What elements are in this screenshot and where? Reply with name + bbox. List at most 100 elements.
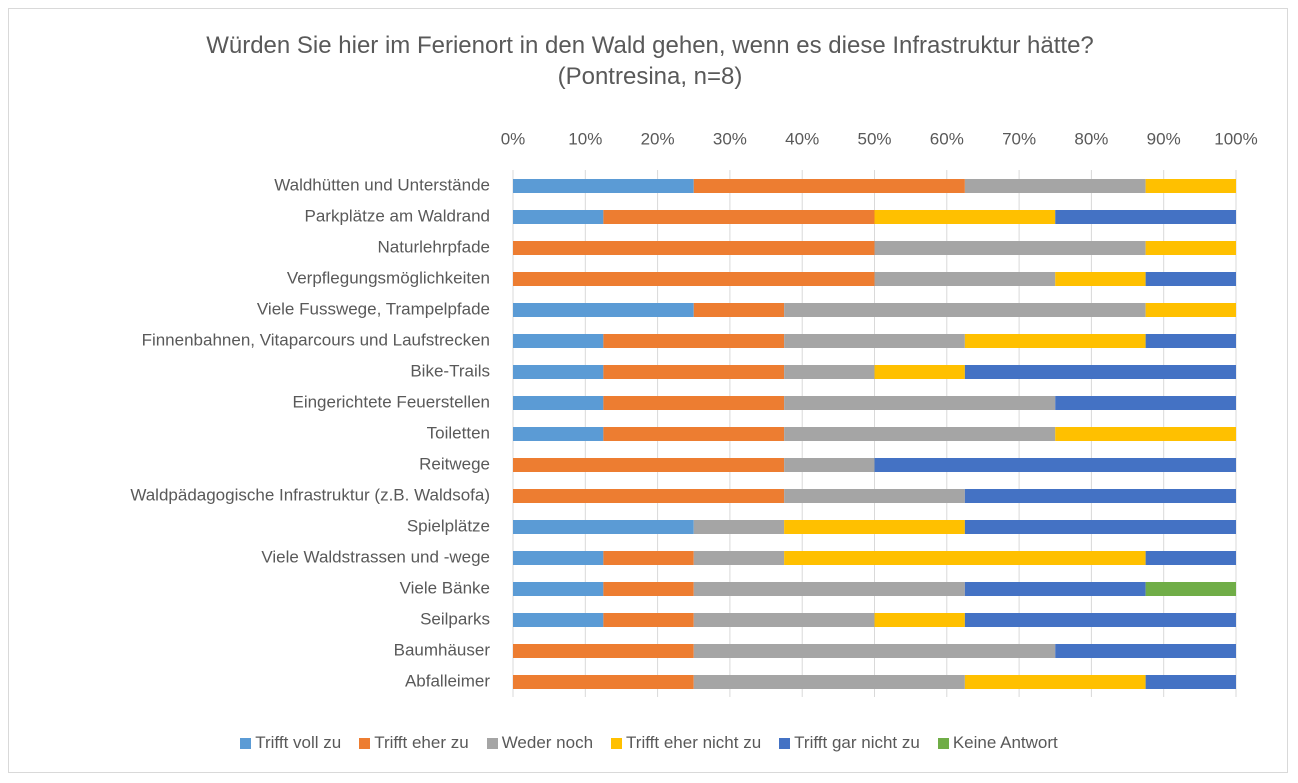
- bar-segment: [784, 303, 1146, 317]
- legend-item: Keine Antwort: [937, 733, 1058, 753]
- bar-segment: [784, 396, 1056, 410]
- bar-segment: [693, 551, 785, 565]
- bar-segment: [693, 675, 965, 689]
- y-tick-label: Viele Waldstrassen und -wege: [261, 547, 490, 566]
- bar-segment: [513, 427, 604, 441]
- bar-segment: [1055, 644, 1236, 658]
- bar-segment: [1055, 396, 1236, 410]
- bar-segment: [693, 644, 1056, 658]
- bar-segment: [1145, 179, 1236, 193]
- bar-segment: [693, 179, 965, 193]
- bar-segment: [513, 520, 694, 534]
- bar-segment: [513, 551, 604, 565]
- bar-segment: [513, 613, 604, 627]
- bar-segment: [964, 489, 1236, 503]
- bar-segment: [1145, 303, 1236, 317]
- bar-segment: [1145, 675, 1236, 689]
- x-tick-label: 70%: [1002, 129, 1036, 148]
- y-tick-label: Abfalleimer: [405, 671, 490, 690]
- legend-item: Weder noch: [486, 733, 594, 753]
- bar-segment: [513, 334, 604, 348]
- bar-segment: [1145, 582, 1236, 596]
- legend-label: Trifft eher nicht zu: [626, 733, 762, 752]
- legend-swatch: [486, 737, 498, 749]
- bar-segment: [784, 334, 965, 348]
- y-tick-label: Verpflegungsmöglichkeiten: [287, 268, 490, 287]
- bar-segment: [1055, 210, 1236, 224]
- bar-segment: [1055, 272, 1146, 286]
- bar-segment: [513, 241, 875, 255]
- bar-segment: [1145, 334, 1236, 348]
- bar-segment: [784, 551, 1146, 565]
- legend-item: Trifft voll zu: [240, 733, 341, 753]
- bar-segment: [874, 365, 965, 379]
- legend-label: Trifft gar nicht zu: [794, 733, 920, 752]
- bar-segment: [874, 210, 1056, 224]
- legend-label: Weder noch: [501, 733, 594, 752]
- bar-segment: [513, 272, 875, 286]
- bar-segment: [513, 582, 604, 596]
- legend-swatch: [779, 737, 791, 749]
- y-tick-label: Parkplätze am Waldrand: [304, 206, 490, 225]
- x-tick-label: 50%: [857, 129, 891, 148]
- bar-segment: [603, 582, 694, 596]
- x-tick-label: 60%: [930, 129, 964, 148]
- y-tick-label: Waldhütten und Unterstände: [274, 175, 490, 194]
- bar-segment: [964, 520, 1236, 534]
- legend-item: Trifft eher nicht zu: [611, 733, 761, 753]
- bar-segment: [1145, 272, 1236, 286]
- bar-segment: [513, 644, 694, 658]
- legend: Trifft voll zu Trifft eher zu Weder noch Tr…: [0, 733, 1298, 753]
- bar-segment: [964, 334, 1146, 348]
- y-tick-label: Bike-Trails: [410, 361, 490, 380]
- bar-segment: [964, 179, 1146, 193]
- y-tick-label: Baumhäuser: [394, 640, 491, 659]
- y-tick-label: Naturlehrpfade: [378, 237, 490, 256]
- y-tick-label: Viele Bänke: [400, 578, 490, 597]
- bar-segment: [693, 582, 965, 596]
- bar-segment: [513, 303, 694, 317]
- legend-item: Trifft gar nicht zu: [779, 733, 920, 753]
- bar-segment: [784, 427, 1056, 441]
- y-tick-label: Toiletten: [427, 423, 490, 442]
- x-tick-label: 20%: [641, 129, 675, 148]
- bar-segment: [784, 520, 965, 534]
- bar-segment: [603, 613, 694, 627]
- x-tick-label: 80%: [1074, 129, 1108, 148]
- bar-segment: [964, 675, 1146, 689]
- bar-segment: [874, 241, 1146, 255]
- bar-segment: [874, 613, 965, 627]
- bar-segment: [603, 551, 694, 565]
- legend-swatch: [240, 737, 252, 749]
- bar-segment: [693, 613, 875, 627]
- bar-segment: [693, 303, 785, 317]
- bar-segment: [513, 675, 694, 689]
- bar-segment: [603, 396, 785, 410]
- legend-label: Keine Antwort: [952, 733, 1058, 752]
- bar-segment: [1145, 241, 1236, 255]
- bar-segment: [784, 365, 875, 379]
- chart-title: Würden Sie hier im Ferienort in den Wald…: [206, 32, 1094, 90]
- bar-segment: [964, 365, 1236, 379]
- x-tick-label: 30%: [713, 129, 747, 148]
- legend-swatch: [611, 737, 623, 749]
- bar-segment: [513, 458, 785, 472]
- chart-frame: [8, 8, 1288, 773]
- bar-segment: [513, 179, 694, 193]
- y-tick-label: Eingerichtete Feuerstellen: [292, 392, 490, 411]
- bar-segment: [693, 520, 785, 534]
- bar-segment: [603, 427, 785, 441]
- legend-item: Trifft eher zu: [359, 733, 469, 753]
- y-tick-label: Spielplätze: [407, 516, 490, 535]
- x-tick-label: 10%: [568, 129, 602, 148]
- y-tick-label: Waldpädagogische Infrastruktur (z.B. Wal…: [130, 485, 490, 504]
- bar-segment: [513, 396, 604, 410]
- x-tick-label: 0%: [501, 129, 526, 148]
- bar-segment: [874, 272, 1056, 286]
- x-tick-label: 100%: [1214, 129, 1257, 148]
- bar-segment: [513, 365, 604, 379]
- legend-swatch: [359, 737, 371, 749]
- legend-label: Trifft voll zu: [255, 733, 342, 752]
